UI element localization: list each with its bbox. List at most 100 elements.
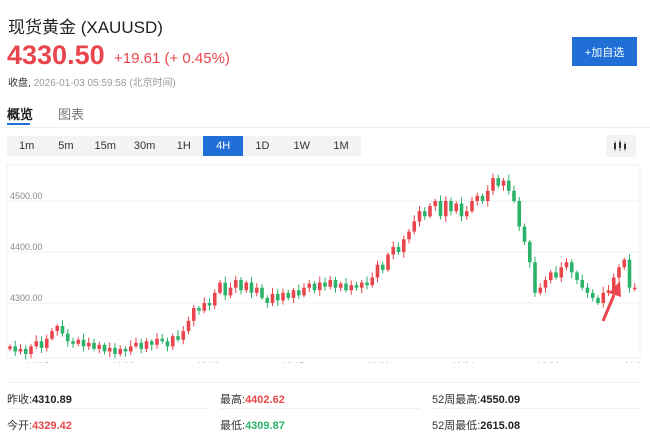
candle [464,206,469,220]
stat-item: 52周最高:4550.09 [432,391,520,407]
candle [365,276,369,290]
stat-label: 52周最高: [432,394,481,406]
candle [333,276,338,293]
candle [170,333,175,350]
candle [317,276,322,296]
candle [123,346,128,357]
stat-value: 4309.87 [245,420,285,432]
period-30m[interactable]: 30m [133,140,156,152]
period-15m[interactable]: 15m [94,140,116,152]
period-1D[interactable]: 1D [255,140,270,152]
candle [249,276,254,298]
stats-divider [7,408,207,409]
candle [454,201,459,214]
stat-item: 最高:4402.62 [220,391,285,407]
candle [496,174,501,189]
candle [165,337,170,352]
candle [296,284,301,299]
stats-top-divider [7,382,640,383]
close-time: 2026-01-03 05:59:58 (北京时间) [33,78,176,89]
candle [113,343,117,359]
stat-item: 最低:4309.87 [220,417,285,433]
x-tick-label: 12/30 [537,361,560,363]
tab-chart[interactable]: 图表 [58,107,85,122]
candle [302,283,306,298]
candle [197,306,201,315]
candle [596,295,600,306]
candle [543,276,548,293]
candle [81,333,86,352]
candle [449,197,453,216]
candle [617,264,621,282]
instrument-title: 现货黄金 (XAUUSD) [8,18,163,37]
tab-overview[interactable]: 概览 [7,107,34,122]
candle [176,330,180,342]
candle [506,174,511,195]
candle [401,235,406,258]
candle [417,206,422,227]
stat-value: 4550.09 [480,394,521,406]
candle [459,197,464,222]
candle [470,196,474,214]
candle [307,280,312,293]
period-1m[interactable]: 1m [19,140,35,152]
candle [632,283,637,292]
stat-value: 2615.08 [480,420,521,432]
candle [396,242,401,256]
candle [601,286,606,308]
candle [517,196,522,232]
x-tick-label: 12/17 [282,361,305,363]
candle [207,298,212,311]
stat-value: 4402.62 [245,394,285,406]
x-tick-label: 12/24 [452,361,475,363]
candle [491,173,495,195]
candle [501,178,506,191]
candle [554,266,558,280]
close-label: 收盘, [8,78,31,89]
y-tick-label: 4300.00 [10,293,43,303]
candle [76,337,81,347]
candle [485,185,490,207]
candle [548,269,553,284]
candle [23,345,28,360]
candle [428,203,432,219]
candle [527,239,532,268]
candle [580,274,585,291]
period-1W[interactable]: 1W [293,140,310,152]
candlestick-chart[interactable]: 4500.00 4400.00 4300.00 12/05 12/09 12/12 12/1… [0,163,650,363]
candle [344,278,348,293]
candle [39,336,44,353]
last-price: 4330.50 [7,40,105,70]
candle [139,338,144,354]
x-tick-label: 12/12 [197,361,220,363]
candle [86,337,91,350]
stats-divider [432,408,640,409]
candle [8,344,12,351]
candle [585,283,590,298]
candle [223,276,228,300]
candle [228,282,233,299]
stat-value: 4329.42 [32,420,72,432]
period-selector: 1m 5m 15m 30m 1H 4H 1D 1W 1M [7,136,361,156]
period-1M[interactable]: 1M [333,140,349,152]
period-1H[interactable]: 1H [176,140,191,152]
candle [44,334,49,352]
stat-item: 52周最低:2615.08 [432,417,520,433]
period-4H[interactable]: 4H [203,136,243,156]
candle [533,256,537,297]
candle [275,288,280,307]
candle [512,185,516,204]
candlestick-chart-type-icon[interactable] [606,135,636,157]
stat-item: 昨收:4310.89 [7,391,72,407]
candle [412,215,417,235]
candle [627,254,632,293]
candle [575,270,579,285]
candle [144,338,149,352]
stat-label: 最低: [220,420,246,432]
candle [102,342,107,355]
stat-label: 今开: [7,420,33,432]
candle [239,276,243,295]
period-5m[interactable]: 5m [58,140,74,152]
add-to-watchlist-button[interactable]: +加自选 [572,37,637,66]
candle [134,337,138,349]
